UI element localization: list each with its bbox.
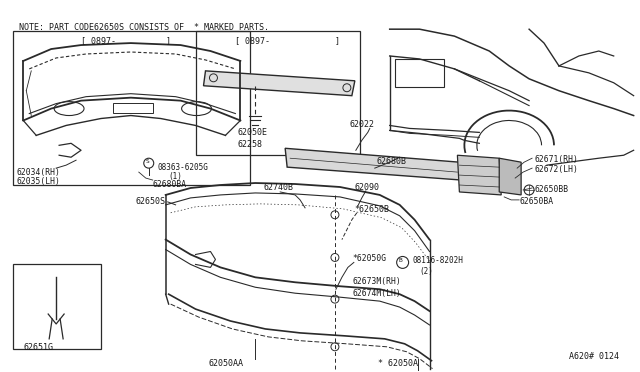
Text: 08363-6205G: 08363-6205G	[157, 163, 209, 172]
Text: S: S	[146, 159, 150, 164]
Polygon shape	[285, 148, 461, 180]
Bar	[395, 59, 444, 87]
Text: 62651G: 62651G	[23, 343, 53, 352]
Text: 62034(RH): 62034(RH)	[17, 168, 60, 177]
Text: 62090: 62090	[355, 183, 380, 192]
Polygon shape	[499, 158, 521, 195]
Text: 62650BA: 62650BA	[519, 197, 553, 206]
Polygon shape	[458, 155, 501, 195]
Polygon shape	[204, 71, 355, 96]
Text: NOTE: PART CODE62650S CONSISTS OF  * MARKED PARTS.: NOTE: PART CODE62650S CONSISTS OF * MARK…	[19, 23, 269, 32]
Text: 62680B: 62680B	[377, 157, 407, 166]
Text: 62740B: 62740B	[263, 183, 293, 192]
Text: 62050AA: 62050AA	[209, 359, 243, 368]
Text: [ 0897-: [ 0897-	[81, 36, 116, 45]
Text: 08116-8202H: 08116-8202H	[413, 256, 463, 266]
Text: 62672(LH): 62672(LH)	[534, 165, 578, 174]
Text: ]: ]	[166, 36, 171, 45]
Text: ]: ]	[335, 36, 340, 45]
Text: 62035(LH): 62035(LH)	[17, 177, 60, 186]
Text: 62671(RH): 62671(RH)	[534, 155, 578, 164]
Text: 62650BB: 62650BB	[534, 185, 568, 194]
Text: *62050G: *62050G	[353, 254, 387, 263]
Text: * 62050A: * 62050A	[378, 359, 418, 368]
Text: 62650S: 62650S	[136, 197, 166, 206]
Text: 62022: 62022	[350, 121, 375, 129]
Text: 62258: 62258	[237, 140, 262, 149]
Text: 62680BA: 62680BA	[153, 180, 187, 189]
Text: (2): (2)	[420, 267, 433, 276]
Text: B: B	[399, 259, 403, 263]
Bar	[113, 103, 153, 113]
Text: 62050E: 62050E	[237, 128, 268, 137]
Text: [ 0897-: [ 0897-	[236, 36, 270, 45]
Text: A620# 0124: A620# 0124	[569, 352, 619, 361]
Text: 62674M(LH): 62674M(LH)	[353, 289, 402, 298]
Text: (1): (1)	[169, 172, 182, 181]
Text: *62650B: *62650B	[355, 205, 390, 214]
Text: 62673M(RH): 62673M(RH)	[353, 277, 402, 286]
